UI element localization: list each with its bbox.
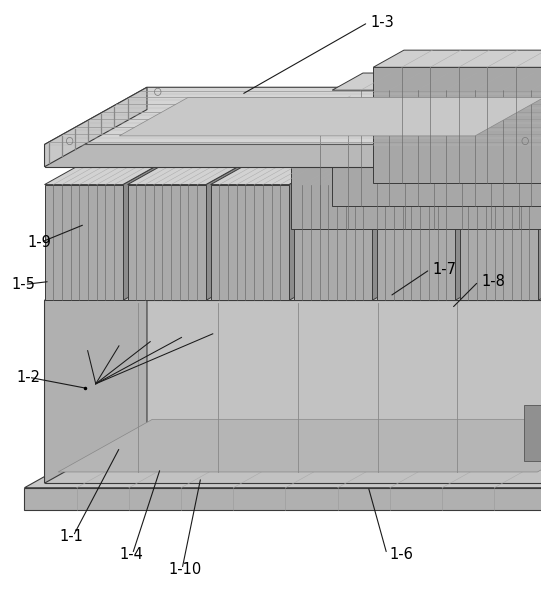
Polygon shape bbox=[44, 145, 542, 167]
Polygon shape bbox=[373, 50, 542, 67]
Polygon shape bbox=[524, 405, 542, 461]
Polygon shape bbox=[294, 128, 472, 185]
Polygon shape bbox=[123, 128, 223, 301]
Polygon shape bbox=[291, 113, 542, 229]
Polygon shape bbox=[455, 128, 542, 301]
Polygon shape bbox=[372, 128, 472, 301]
Polygon shape bbox=[24, 488, 542, 510]
Polygon shape bbox=[44, 301, 542, 483]
Text: 1-6: 1-6 bbox=[390, 547, 414, 561]
Polygon shape bbox=[44, 185, 123, 301]
Text: 1-7: 1-7 bbox=[433, 262, 457, 277]
Polygon shape bbox=[332, 73, 542, 90]
Polygon shape bbox=[206, 128, 306, 301]
Polygon shape bbox=[377, 185, 455, 301]
Polygon shape bbox=[44, 87, 542, 145]
Polygon shape bbox=[289, 128, 389, 301]
Text: 1-2: 1-2 bbox=[16, 370, 41, 385]
Polygon shape bbox=[24, 424, 542, 488]
Text: 1-1: 1-1 bbox=[60, 529, 83, 544]
Polygon shape bbox=[211, 128, 389, 185]
Polygon shape bbox=[377, 128, 542, 185]
Polygon shape bbox=[460, 128, 542, 185]
Text: 1-8: 1-8 bbox=[481, 274, 505, 289]
Polygon shape bbox=[44, 243, 542, 301]
Polygon shape bbox=[127, 128, 306, 185]
Text: 1-3: 1-3 bbox=[371, 15, 395, 30]
Text: 1-4: 1-4 bbox=[119, 547, 143, 561]
Polygon shape bbox=[44, 128, 223, 185]
Polygon shape bbox=[44, 243, 147, 483]
Polygon shape bbox=[294, 185, 372, 301]
Text: 1-5: 1-5 bbox=[11, 277, 35, 292]
Text: 1-9: 1-9 bbox=[27, 235, 51, 250]
Polygon shape bbox=[291, 96, 542, 113]
Polygon shape bbox=[211, 185, 289, 301]
Polygon shape bbox=[58, 419, 542, 472]
Polygon shape bbox=[44, 87, 147, 167]
Polygon shape bbox=[119, 97, 542, 136]
Polygon shape bbox=[538, 128, 542, 301]
Text: 1-10: 1-10 bbox=[169, 562, 202, 577]
Polygon shape bbox=[373, 67, 542, 183]
Polygon shape bbox=[127, 185, 206, 301]
Polygon shape bbox=[332, 90, 542, 206]
Polygon shape bbox=[460, 185, 538, 301]
